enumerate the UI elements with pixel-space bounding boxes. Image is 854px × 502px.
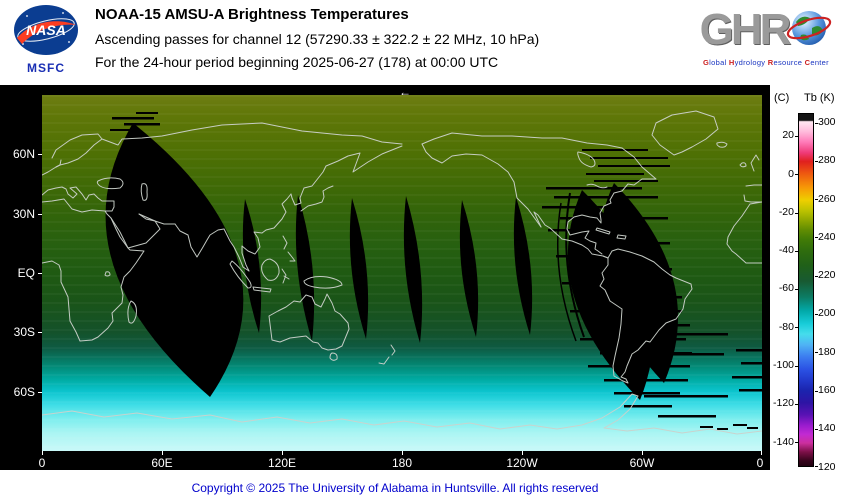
axis-tick [815,276,818,277]
tagline-initial: C [804,58,811,67]
tagline-rest: esource [773,58,805,67]
tagline-rest: lobal [709,58,729,67]
tagline-initial: H [728,58,735,67]
coastline-layer [42,110,762,435]
lon-tick-label: 60W [629,456,655,470]
colorbar-tick-kelvin: 180 [818,346,836,358]
header: NASA MSFC NOAA-15 AMSU-A Brightness Temp… [0,0,854,85]
axis-tick [815,161,818,162]
colorbar-tick-celsius: 0 [788,168,794,180]
axis-tick [42,451,43,455]
colorbar-tick-kelvin: 280 [818,154,836,166]
colorbar-tick-celsius: -140 [772,436,794,448]
axis-tick [815,391,818,392]
axis-tick [815,429,818,430]
axis-tick [795,251,798,252]
page-title: NOAA-15 AMSU-A Brightness Temperatures [95,6,409,23]
colorbar-tick-celsius: -120 [772,397,794,409]
footer-copyright: Copyright © 2025 The University of Alaba… [191,481,599,495]
map-canvas [42,95,762,451]
colorbar-tick-celsius: -40 [778,244,794,256]
lon-tick-label: 0 [38,456,46,470]
ghrc-letters: GHR [699,5,792,54]
axis-tick [642,451,643,455]
lat-tick-label: 30S [13,325,35,339]
msfc-label: MSFC [27,61,65,75]
colorbar-tick-celsius: -20 [778,206,794,218]
colorbar-unit-celsius: (C) [774,92,790,104]
axis-tick [795,327,798,328]
axis-tick [815,237,818,238]
axis-tick [38,154,42,155]
plot-titles: NOAA-15 AMSU-A Brightness Temperatures A… [95,6,539,70]
colorbar-tick-kelvin: 140 [818,422,836,434]
axis-tick [795,213,798,214]
colorbar-gradient [798,113,814,467]
axis-tick [38,273,42,274]
axis-tick [38,214,42,215]
lat-tick-label: 30N [12,207,35,221]
axis-tick [795,442,798,443]
axis-tick [522,451,523,455]
lat-tick-label: 60S [13,385,35,399]
lon-tick-label: 60E [151,456,173,470]
axis-tick [815,466,818,467]
subtitle-channel: Ascending passes for channel 12 (57290.3… [95,31,540,47]
axis-tick [162,451,163,455]
colorbar-tick-kelvin: 260 [818,193,836,205]
globe-icon [786,4,832,57]
axis-tick [815,123,818,124]
axis-tick [795,136,798,137]
nasa-wordmark: NASA [26,22,66,38]
plot-panel: ← [0,85,770,470]
lon-tick-label: 180 [391,456,413,470]
tagline-rest: enter [810,58,829,67]
satellite-swath-layer [105,112,762,430]
lat-tick-label: 60N [12,147,35,161]
axis-tick [795,174,798,175]
axis-tick [761,451,762,455]
colorbar-unit-kelvin: Tb (K) [804,92,835,104]
colorbar-tick-kelvin: 220 [818,269,836,281]
axis-tick [38,392,42,393]
axis-tick [815,199,818,200]
tagline-rest: ydrology [734,58,768,67]
axis-tick [38,332,42,333]
colorbar-tick-kelvin: 200 [818,307,836,319]
nasa-meatball-icon: NASA [14,5,78,55]
colorbar-tick-celsius: -60 [778,282,794,294]
colorbar-tick-kelvin: 300 [818,116,836,128]
lon-tick-label: 120W [506,456,538,470]
axis-tick [282,451,283,455]
axis-tick [815,314,818,315]
colorbar-panel: (C) Tb (K) 20 0 -20 -40 -60 -80 -100 -12… [770,85,854,473]
lon-tick-label: 0 [756,456,764,470]
nasa-logo[interactable]: NASA MSFC [12,4,80,75]
lat-tick-label: EQ [17,266,35,280]
tagline-initial: R [767,58,774,67]
colorbar-tick-celsius: -100 [772,359,794,371]
axis-tick [795,289,798,290]
tagline-initial: G [703,58,710,67]
axis-tick [402,451,403,455]
footer: Copyright © 2025 The University of Alaba… [0,470,790,502]
ghrc-tagline: Global Hydrology Resource Center [678,58,854,67]
ghrc-logo[interactable]: GHR [678,4,854,67]
axis-tick [815,352,818,353]
axis-tick [795,366,798,367]
colorbar-tick-celsius: -80 [778,321,794,333]
colorbar-tick-kelvin: 240 [818,231,836,243]
colorbar-tick-celsius: 20 [782,129,794,141]
lon-tick-label: 120E [267,456,297,470]
subtitle-period: For the 24-hour period beginning 2025-06… [95,54,499,70]
axis-tick [795,404,798,405]
colorbar-tick-kelvin: 160 [818,384,836,396]
colorbar-tick-kelvin: 120 [818,461,836,473]
